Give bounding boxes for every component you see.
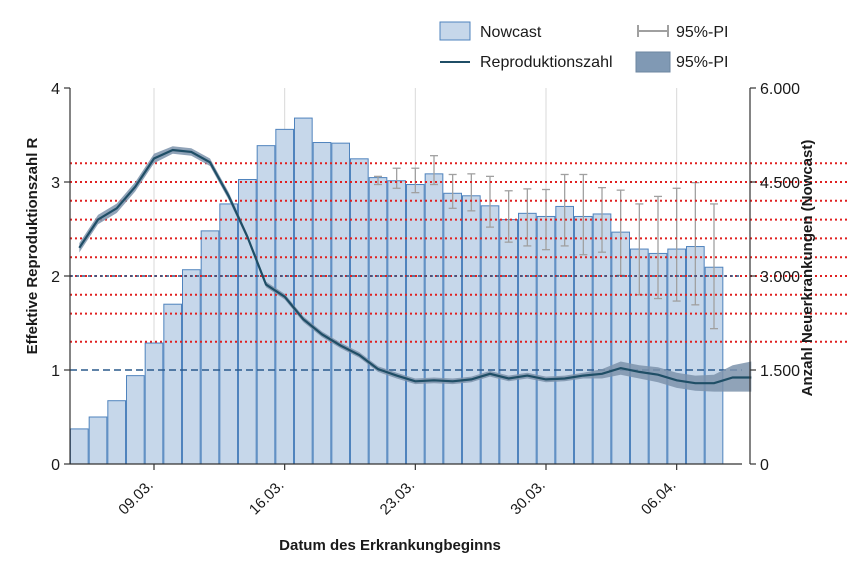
legend-nowcast-swatch xyxy=(439,21,471,41)
nowcast-bar-09.03. xyxy=(144,342,164,465)
y-right-tick-label-2: 3.000 xyxy=(760,269,800,286)
x-tick-label-2: 23.03. xyxy=(377,477,419,519)
nowcast-bar-23.03. xyxy=(406,184,425,465)
nowcast-bar-22.03. xyxy=(387,180,407,465)
nowcast-bar-15.03. xyxy=(256,145,276,465)
pi-whisker-28.03. xyxy=(504,190,513,243)
nowcast-bar-11.03. xyxy=(182,269,201,465)
pi-whisker-23.03. xyxy=(411,167,420,194)
pi-whisker-05.04. xyxy=(654,195,662,300)
nowcast-bar-28.03. xyxy=(499,219,519,465)
nowcast-pi-whiskers xyxy=(374,155,718,330)
y-left-tick-label-4: 4 xyxy=(51,81,60,98)
x-tick-label-1: 16.03. xyxy=(246,477,288,519)
y-left-tick-label-2: 2 xyxy=(51,269,60,286)
legend-pi-band-label: 95%-PI xyxy=(676,54,728,71)
nowcast-bar-06.03. xyxy=(88,416,108,465)
nowcast-bar-25.03. xyxy=(443,192,463,465)
r-line xyxy=(78,148,752,385)
reference-lines xyxy=(70,162,850,371)
x-tick-label-4: 06.04. xyxy=(638,477,680,519)
pi-whisker-22.03. xyxy=(392,167,401,189)
pi-whisker-06.04. xyxy=(672,187,681,302)
y-right-tick-label-0: 0 xyxy=(760,457,769,474)
legend-pi-band-swatch xyxy=(635,51,671,73)
nowcast-bar-20.03. xyxy=(350,158,369,465)
legend: Nowcast Reproduktionszahl 95%-PI 95%-PI xyxy=(439,21,728,73)
reproduction-line-group xyxy=(78,146,752,392)
nowcast-bar-29.03. xyxy=(518,212,537,465)
pi-whisker-31.03. xyxy=(560,173,569,247)
nowcast-bar-07.03. xyxy=(107,400,127,465)
pi-whisker-24.03. xyxy=(430,155,438,186)
y-left-axis-title: Effektive Reproduktionszahl R xyxy=(24,137,41,354)
nowcast-bar-18.03. xyxy=(312,142,332,465)
pi-whisker-01.04. xyxy=(579,173,588,256)
legend-pi-bar-icon xyxy=(637,25,669,37)
x-axis-title: Datum des Erkrankungbeginns xyxy=(279,537,501,554)
nowcast-bar-17.03. xyxy=(294,117,313,465)
pi-whisker-29.03. xyxy=(523,188,532,247)
y-right-axis-title: Anzahl Neuerkrankungen (Nowcast) xyxy=(799,140,816,397)
nowcast-bar-19.03. xyxy=(331,142,351,465)
y-left-tick-label-0: 0 xyxy=(51,457,60,474)
nowcast-bar-26.03. xyxy=(462,195,481,465)
y-left-tick-label-1: 1 xyxy=(51,363,60,380)
pi-whisker-25.03. xyxy=(448,173,457,209)
y-right-tick-label-4: 6.000 xyxy=(760,81,800,98)
nowcast-bar-10.03. xyxy=(163,303,182,465)
pi-whisker-26.03. xyxy=(467,173,476,212)
nowcast-bar-05.03. xyxy=(70,428,89,465)
legend-r-label: Reproduktionszahl xyxy=(480,54,613,71)
nowcast-bar-12.03. xyxy=(200,230,220,465)
nowcast-bar-13.03. xyxy=(219,203,238,465)
pi-whisker-08.04. xyxy=(710,203,718,330)
legend-pi-bar-label: 95%-PI xyxy=(676,24,728,41)
legend-nowcast-label: Nowcast xyxy=(480,24,542,41)
y-right-tick-label-3: 4.500 xyxy=(760,175,800,192)
nowcast-bar-27.03. xyxy=(480,205,500,465)
y-left-tick-label-3: 3 xyxy=(51,175,60,192)
nowcast-bar-30.03. xyxy=(536,215,556,465)
nowcast-bar-08.03. xyxy=(126,375,145,465)
pi-whisker-21.03. xyxy=(374,175,382,186)
y-right-tick-label-1: 1.500 xyxy=(760,363,800,380)
x-tick-label-0: 09.03. xyxy=(115,477,157,519)
nowcast-bar-24.03. xyxy=(424,173,444,465)
x-tick-label-3: 30.03. xyxy=(507,477,549,519)
